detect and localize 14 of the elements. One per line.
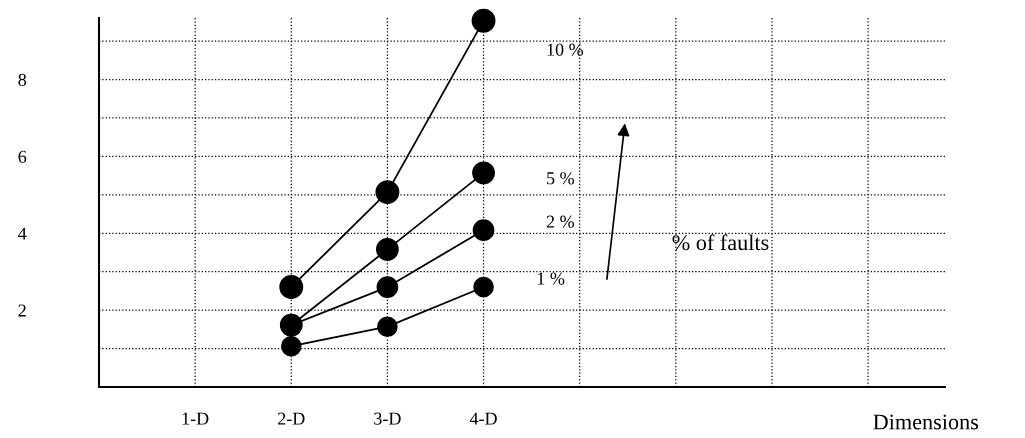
x-tick-label: 4-D <box>469 412 497 425</box>
y-tick-label: 4 <box>18 227 27 240</box>
y-tick-label: 6 <box>18 150 27 163</box>
annotation: % of faults <box>672 234 769 251</box>
x-tick-label: 3-D <box>374 412 401 425</box>
text: 1 % <box>537 272 565 285</box>
y-tick-label: 2 <box>18 304 26 317</box>
text: 2 % <box>546 215 575 228</box>
y-tick-label: 8 <box>18 73 27 86</box>
text: 10 % <box>547 43 584 56</box>
text: 5 % <box>547 172 575 185</box>
x-tick-label: 2-D <box>278 412 305 425</box>
x-axis-title: Dimensions <box>873 414 979 430</box>
x-tick-label: 1-D <box>182 412 209 425</box>
